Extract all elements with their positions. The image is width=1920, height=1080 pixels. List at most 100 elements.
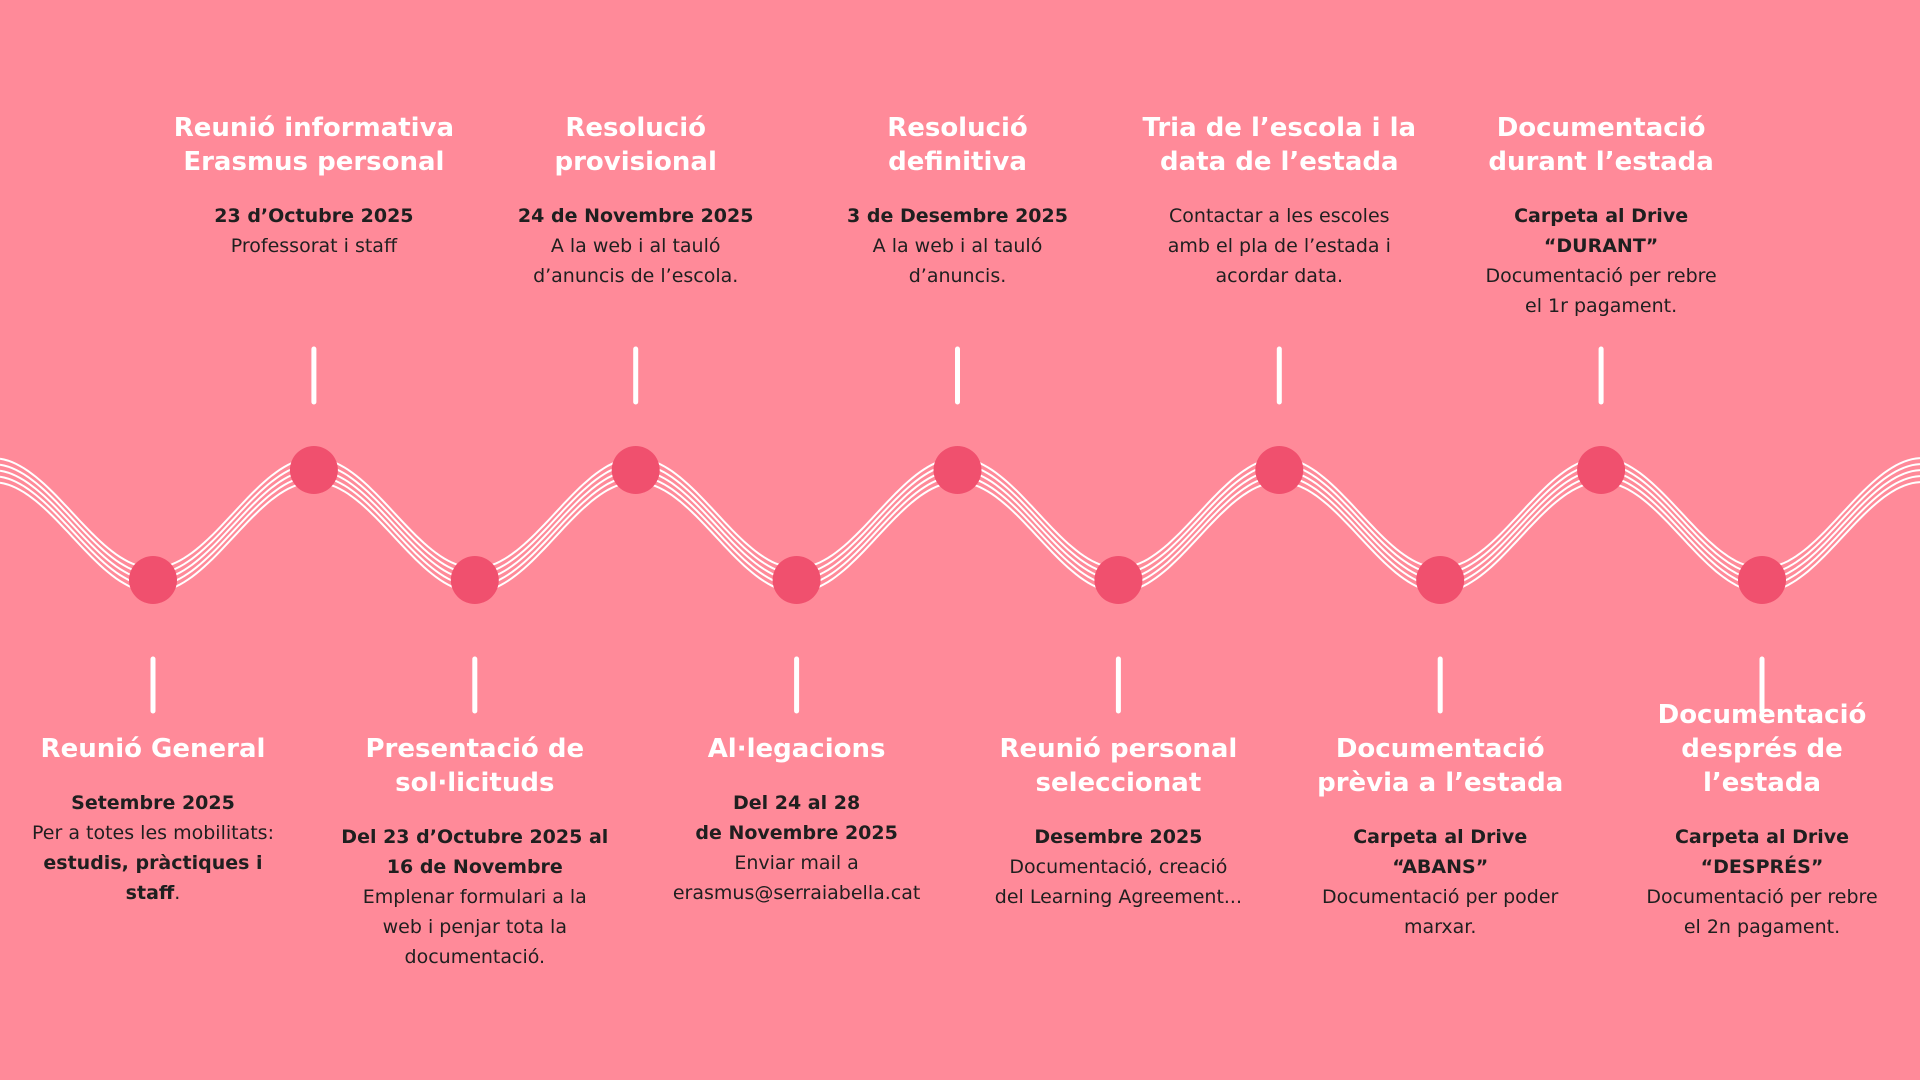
item-title: Erasmus personal	[183, 147, 444, 177]
timeline-dot	[772, 556, 821, 604]
item-text: amb el pla de l’estada i	[1168, 235, 1391, 257]
text-segment: Documentació per rebre	[1485, 265, 1716, 287]
text-segment: staff	[126, 882, 175, 904]
item-title: Reunió General	[41, 734, 266, 764]
text-segment: documentació.	[405, 946, 546, 968]
item-title: Al·legacions	[708, 734, 886, 764]
item-text: el 2n pagament.	[1684, 916, 1840, 938]
item-text: Professorat i staff	[231, 235, 398, 257]
item-title: després de	[1681, 734, 1843, 764]
item-title: Presentació de	[366, 734, 585, 764]
text-segment: Setembre 2025	[71, 792, 235, 814]
item-text: d’anuncis.	[909, 265, 1007, 287]
item-text: Contactar a les escoles	[1169, 205, 1390, 227]
item-title: Documentació	[1658, 700, 1867, 730]
text-segment: Enviar mail a	[734, 852, 858, 874]
text-segment: acordar data.	[1216, 265, 1344, 287]
item-title: Reunió personal	[999, 734, 1237, 764]
text-segment: erasmus@serraiabella.cat	[673, 882, 920, 904]
text-segment: estudis, pràctiques i	[43, 852, 262, 874]
item-text: “DURANT”	[1544, 235, 1658, 257]
item-text: Carpeta al Drive	[1514, 205, 1688, 227]
item-title: l’estada	[1703, 768, 1821, 798]
item-text: Del 23 d’Octubre 2025 al	[341, 826, 608, 848]
timeline-dot	[1577, 446, 1626, 494]
item-title: Documentació	[1497, 113, 1706, 143]
text-segment: “ABANS”	[1392, 856, 1488, 878]
timeline-dot	[1738, 556, 1786, 604]
timeline-dot	[1094, 556, 1143, 604]
item-text: el 1r pagament.	[1525, 295, 1677, 317]
text-segment: .	[174, 882, 180, 904]
item-text: 16 de Novembre	[387, 856, 563, 878]
item-title: Resolució	[887, 113, 1028, 143]
item-text: Documentació per rebre	[1485, 265, 1716, 287]
item-text: Emplenar formulari a la	[363, 886, 587, 908]
timeline-dot	[450, 556, 499, 604]
text-segment: Carpeta al Drive	[1353, 826, 1527, 848]
item-text: Documentació, creació	[1009, 856, 1227, 878]
text-segment: A la web i al tauló	[873, 235, 1043, 257]
item-text: Per a totes les mobilitats:	[32, 822, 274, 844]
text-segment: 23 d’Octubre 2025	[214, 205, 413, 227]
timeline-dot	[1416, 556, 1465, 604]
item-text: erasmus@serraiabella.cat	[673, 882, 920, 904]
item-text: 24 de Novembre 2025	[518, 205, 754, 227]
item-text: “ABANS”	[1392, 856, 1488, 878]
item-text: de Novembre 2025	[695, 822, 897, 844]
item-text: Carpeta al Drive	[1353, 826, 1527, 848]
text-segment: Documentació per rebre	[1646, 886, 1877, 908]
item-text: A la web i al tauló	[551, 235, 721, 257]
item-text: Del 24 al 28	[733, 792, 860, 814]
item-text: staff.	[126, 882, 181, 904]
item-text: Documentació per poder	[1322, 886, 1559, 908]
text-segment: Del 23 d’Octubre 2025 al	[341, 826, 608, 848]
text-segment: Contactar a les escoles	[1169, 205, 1390, 227]
timeline-dot	[289, 446, 338, 494]
item-title: Tria de l’escola i la	[1142, 113, 1416, 143]
item-title: definitiva	[888, 147, 1027, 177]
text-segment: “DESPRÉS”	[1701, 855, 1824, 878]
text-segment: de Novembre 2025	[695, 822, 897, 844]
item-text: A la web i al tauló	[873, 235, 1043, 257]
timeline-dot	[611, 446, 660, 494]
text-segment: web i penjar tota la	[383, 916, 567, 938]
text-segment: Desembre 2025	[1034, 826, 1202, 848]
text-segment: Carpeta al Drive	[1514, 205, 1688, 227]
text-segment: Documentació, creació	[1009, 856, 1227, 878]
text-segment: d’anuncis.	[909, 265, 1007, 287]
item-text: del Learning Agreement...	[995, 886, 1242, 908]
item-text: web i penjar tota la	[383, 916, 567, 938]
text-segment: el 2n pagament.	[1684, 916, 1840, 938]
item-text: Carpeta al Drive	[1675, 826, 1849, 848]
text-segment: A la web i al tauló	[551, 235, 721, 257]
text-segment: Professorat i staff	[231, 235, 398, 257]
item-title: Reunió informativa	[174, 113, 454, 143]
text-segment: “DURANT”	[1544, 235, 1658, 257]
text-segment: Carpeta al Drive	[1675, 826, 1849, 848]
item-text: “DESPRÉS”	[1701, 855, 1824, 878]
item-title: seleccionat	[1036, 768, 1202, 798]
text-segment: Del 24 al 28	[733, 792, 860, 814]
text-segment: Emplenar formulari a la	[363, 886, 587, 908]
item-title: provisional	[555, 147, 717, 177]
text-segment: Documentació per poder	[1322, 886, 1559, 908]
item-text: estudis, pràctiques i	[43, 852, 262, 874]
timeline-items: Reunió General Setembre 2025 Per a totes l…	[32, 113, 1878, 968]
text-segment: d’anuncis de l’escola.	[533, 265, 738, 287]
timeline-dot	[129, 556, 177, 604]
item-text: marxar.	[1404, 916, 1476, 938]
item-title: sol·licituds	[395, 768, 554, 798]
item-title: Documentació	[1336, 734, 1545, 764]
item-text: d’anuncis de l’escola.	[533, 265, 738, 287]
item-title: prèvia a l’estada	[1317, 768, 1563, 798]
item-text: documentació.	[405, 946, 546, 968]
text-segment: del Learning Agreement...	[995, 886, 1242, 908]
item-text: 3 de Desembre 2025	[847, 205, 1068, 227]
item-text: Enviar mail a	[734, 852, 858, 874]
item-title: data de l’estada	[1160, 147, 1399, 177]
item-text: 23 d’Octubre 2025	[214, 205, 413, 227]
text-segment: 16 de Novembre	[387, 856, 563, 878]
